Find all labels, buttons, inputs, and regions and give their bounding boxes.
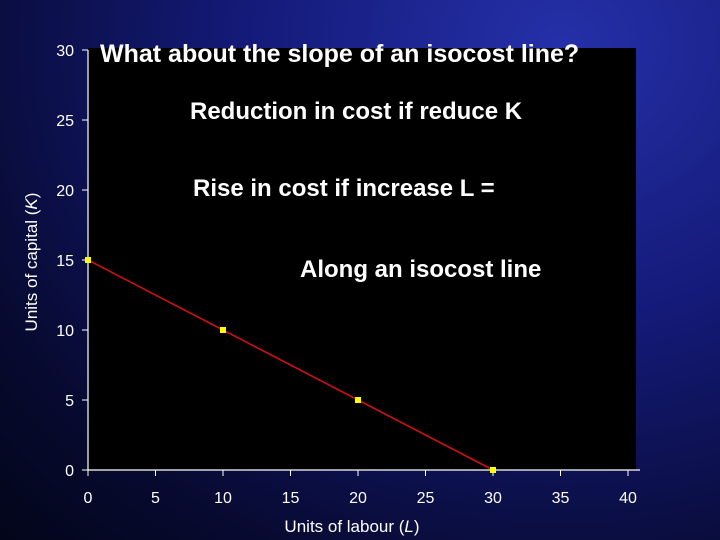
x-tick-label: 25: [417, 490, 435, 507]
note-along-isocost: Along an isocost line: [300, 256, 542, 283]
y-axis-label-suffix: ): [22, 192, 41, 199]
y-tick-label: 0: [65, 463, 74, 480]
x-tick-label: 30: [484, 490, 502, 507]
data-point-marker: [355, 397, 361, 403]
y-axis-label: Units of capital (K): [22, 193, 42, 332]
series-layer: [85, 257, 496, 473]
slide-title: What about the slope of an isocost line?: [100, 40, 580, 68]
y-tick-label: 20: [56, 183, 74, 200]
x-axis-label-suffix: ): [413, 517, 420, 536]
note-reduce-k: Reduction in cost if reduce K: [190, 98, 523, 125]
x-axis-label-symbol: L: [404, 517, 414, 536]
y-axis-label-symbol: K: [22, 198, 41, 210]
x-axis-label-prefix: Units of labour (: [284, 517, 405, 536]
x-tick-label: 5: [151, 490, 160, 507]
tick-labels: 0 5 10 15 20 25 30 0 5 10 15 20 25 30 35 40: [56, 43, 637, 507]
x-tick-label: 10: [214, 490, 232, 507]
data-point-marker: [220, 327, 226, 333]
y-tick-label: 25: [56, 113, 74, 130]
y-tick-label: 15: [56, 253, 74, 270]
y-axis-label-prefix: Units of capital (: [22, 209, 41, 332]
y-tick-label: 30: [56, 43, 74, 60]
x-tick-label: 15: [282, 490, 300, 507]
x-axis-label: Units of labour (L): [284, 517, 419, 537]
note-increase-l: Rise in cost if increase L =: [193, 175, 495, 202]
y-tick-label: 10: [56, 323, 74, 340]
x-tick-label: 0: [84, 490, 93, 507]
y-tick-label: 5: [65, 393, 74, 410]
plot-area: [88, 48, 636, 470]
x-tick-label: 35: [552, 490, 570, 507]
data-point-marker: [85, 257, 91, 263]
x-tick-label: 40: [619, 490, 637, 507]
data-point-marker: [490, 467, 496, 473]
x-tick-label: 20: [349, 490, 367, 507]
isocost-line: [87, 259, 494, 471]
